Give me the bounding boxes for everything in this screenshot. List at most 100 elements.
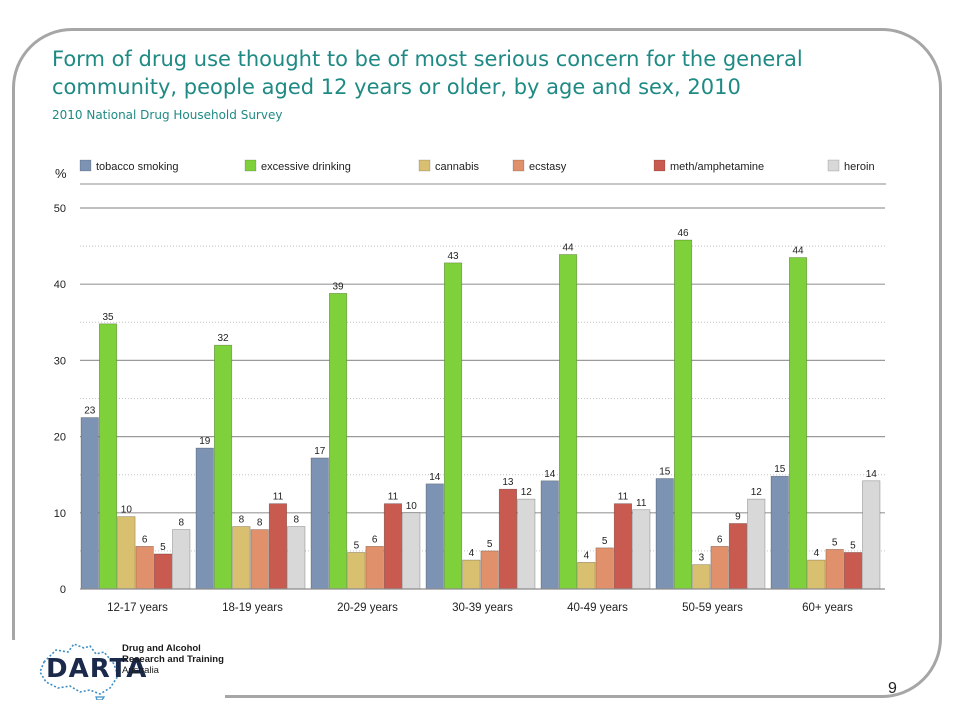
data-label-30-39-years-heroin: 12 <box>521 487 533 498</box>
bar-40-49-years-tobacco-smoking <box>540 480 559 590</box>
chart-bars <box>80 239 881 590</box>
bar-50-59-years-cannabis <box>692 564 711 590</box>
bar-18-19-years-meth-amphetamine <box>268 503 288 590</box>
logo-text: Drug and Alcohol Research and Training A… <box>122 643 224 676</box>
y-tick-label-10: 10 <box>54 508 66 520</box>
chart-legend: tobacco smoking excessive drinking cannabi… <box>79 159 886 185</box>
legend-swatch-ecstasy <box>512 159 525 172</box>
legend-swatch-meth-amphetamine <box>653 159 666 172</box>
legend-label-tobacco-smoking: tobacco smoking <box>96 161 179 173</box>
bar-50-59-years-tobacco-smoking <box>655 478 674 590</box>
y-tick-label-20: 20 <box>54 432 66 444</box>
data-label-60-years-tobacco-smoking: 15 <box>774 464 786 475</box>
logo-wordmark: DARTA <box>46 654 148 684</box>
data-label-12-17-years-heroin: 8 <box>178 518 184 529</box>
data-label-60-years-ecstasy: 5 <box>832 537 838 548</box>
bar-20-29-years-tobacco-smoking <box>310 457 329 590</box>
legend-swatch-cannabis <box>418 159 431 172</box>
data-label-60-years-heroin: 14 <box>866 469 878 480</box>
x-tick-label-60-years: 60+ years <box>802 602 853 614</box>
data-label-60-years-excessive-drinking: 44 <box>792 246 804 257</box>
bar-18-19-years-cannabis <box>232 526 251 590</box>
bar-18-19-years-excessive-drinking <box>214 344 233 590</box>
y-tick-label-50: 50 <box>54 203 66 215</box>
data-label-40-49-years-heroin: 11 <box>636 498 647 509</box>
legend-label-excessive-drinking: excessive drinking <box>261 161 351 173</box>
data-label-40-49-years-excessive-drinking: 44 <box>562 242 574 253</box>
data-label-12-17-years-cannabis: 10 <box>121 505 133 516</box>
y-tick-label-0: 0 <box>60 584 66 596</box>
data-label-30-39-years-tobacco-smoking: 14 <box>429 472 441 483</box>
bar-60-years-heroin <box>862 480 881 590</box>
bar-12-17-years-cannabis <box>117 516 136 590</box>
data-label-12-17-years-meth-amphetamine: 5 <box>160 542 166 553</box>
page-number: 9 <box>888 680 897 697</box>
bar-30-39-years-meth-amphetamine <box>498 488 518 590</box>
data-label-40-49-years-ecstasy: 5 <box>602 536 608 547</box>
y-tick-label-30: 30 <box>54 355 66 367</box>
y-axis: % 0 10 20 30 40 50 <box>54 166 67 596</box>
x-tick-label-40-49-years: 40-49 years <box>567 602 628 614</box>
data-label-18-19-years-meth-amphetamine: 11 <box>273 492 284 503</box>
darta-logo: DARTA Drug and Alcohol Research and Trai… <box>30 636 230 700</box>
bar-40-49-years-meth-amphetamine <box>613 503 633 590</box>
data-label-20-29-years-excessive-drinking: 39 <box>332 281 344 292</box>
x-axis: 12-17 years 18-19 years 20-29 years 30-39 y… <box>80 588 885 614</box>
data-label-50-59-years-heroin: 12 <box>751 487 763 498</box>
bar-12-17-years-heroin <box>172 529 191 590</box>
bar-60-years-tobacco-smoking <box>770 475 789 590</box>
data-label-50-59-years-meth-amphetamine: 9 <box>735 511 741 522</box>
data-label-50-59-years-excessive-drinking: 46 <box>677 228 689 239</box>
data-label-20-29-years-heroin: 10 <box>406 501 418 512</box>
bar-40-49-years-excessive-drinking <box>558 254 578 590</box>
data-label-12-17-years-excessive-drinking: 35 <box>102 312 114 323</box>
legend-swatch-heroin <box>827 159 840 172</box>
data-label-30-39-years-meth-amphetamine: 13 <box>502 477 514 488</box>
x-tick-label-50-59-years: 50-59 years <box>682 602 743 614</box>
bar-18-19-years-ecstasy <box>250 529 269 590</box>
bar-30-39-years-tobacco-smoking <box>425 483 444 590</box>
x-tick-label-20-29-years: 20-29 years <box>337 602 398 614</box>
data-label-12-17-years-tobacco-smoking: 23 <box>84 406 96 417</box>
legend-label-heroin: heroin <box>844 161 875 173</box>
bar-50-59-years-excessive-drinking <box>673 239 693 590</box>
bar-18-19-years-tobacco-smoking <box>195 447 214 590</box>
y-tick-label-40: 40 <box>54 279 66 291</box>
bar-40-49-years-heroin <box>632 509 651 590</box>
bar-20-29-years-ecstasy <box>365 546 384 590</box>
legend-label-meth-amphetamine: meth/amphetamine <box>670 161 764 173</box>
bar-20-29-years-heroin <box>402 512 421 590</box>
bar-50-59-years-heroin <box>747 498 766 590</box>
logo-line2: Research and Training <box>122 654 224 665</box>
bar-50-59-years-ecstasy <box>710 546 729 590</box>
bar-12-17-years-tobacco-smoking <box>80 417 99 590</box>
x-tick-label-30-39-years: 30-39 years <box>452 602 513 614</box>
frame-mask <box>0 640 225 720</box>
legend-label-ecstasy: ecstasy <box>529 161 567 173</box>
data-label-50-59-years-cannabis: 3 <box>699 553 705 564</box>
bar-18-19-years-heroin <box>287 526 306 590</box>
data-label-12-17-years-ecstasy: 6 <box>142 534 148 545</box>
data-label-18-19-years-cannabis: 8 <box>239 515 245 526</box>
slide-subtitle: 2010 National Drug Household Survey <box>52 108 283 122</box>
data-label-30-39-years-excessive-drinking: 43 <box>447 251 459 262</box>
data-label-20-29-years-cannabis: 5 <box>354 540 360 551</box>
bar-20-29-years-excessive-drinking <box>328 293 348 590</box>
data-label-40-49-years-cannabis: 4 <box>584 550 590 561</box>
bar-20-29-years-meth-amphetamine <box>383 503 403 590</box>
slide-frame <box>12 28 942 698</box>
data-label-18-19-years-tobacco-smoking: 19 <box>199 436 211 447</box>
data-label-40-49-years-tobacco-smoking: 14 <box>544 469 556 480</box>
data-label-18-19-years-heroin: 8 <box>293 515 299 526</box>
y-axis-label: % <box>55 166 67 181</box>
data-label-20-29-years-ecstasy: 6 <box>372 534 378 545</box>
bar-20-29-years-cannabis <box>347 552 366 590</box>
bar-40-49-years-cannabis <box>577 562 596 590</box>
bar-12-17-years-excessive-drinking <box>99 323 118 590</box>
bar-60-years-excessive-drinking <box>788 257 808 590</box>
bar-60-years-meth-amphetamine <box>843 552 863 590</box>
data-label-20-29-years-tobacco-smoking: 17 <box>314 446 326 457</box>
bar-30-39-years-excessive-drinking <box>443 262 463 590</box>
